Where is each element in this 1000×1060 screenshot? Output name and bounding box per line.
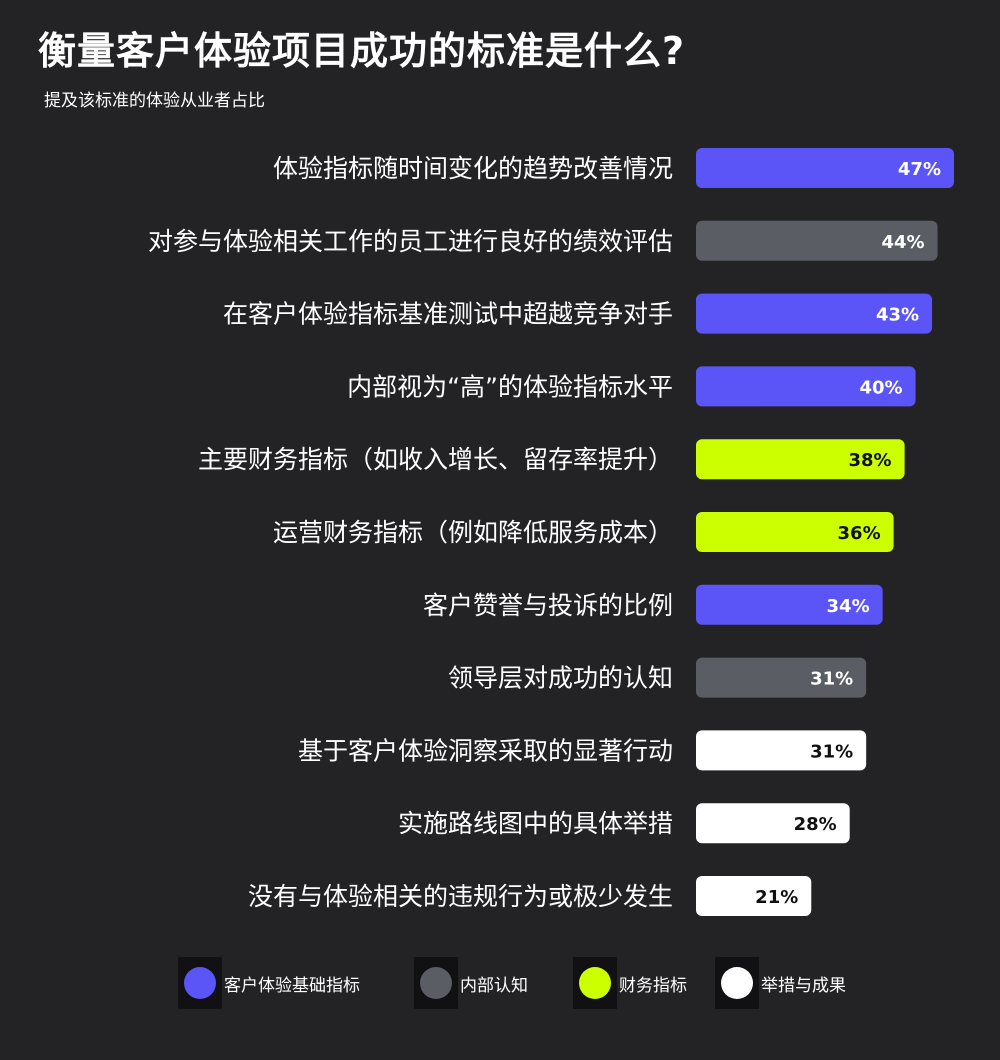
data-label: 36% xyxy=(838,523,881,544)
legend-item-customer-experience-basics: 客户体验基础指标 xyxy=(178,957,360,1009)
data-label: 44% xyxy=(881,232,924,253)
legend-swatch-gray xyxy=(420,967,452,999)
bar xyxy=(696,148,954,188)
bar xyxy=(696,366,916,407)
bar xyxy=(696,220,938,261)
bar xyxy=(696,803,850,844)
category-label: 运营财务指标（例如降低服务成本） xyxy=(273,518,673,547)
chart-title: 衡量客户体验项目成功的标准是什么? xyxy=(38,29,686,73)
legend-swatch-lime xyxy=(579,967,611,999)
chart-subtitle: 提及该标准的体验从业者占比 xyxy=(44,91,265,111)
bar-chart: 体验指标随时间变化的趋势改善情况 47% 对参与体验相关工作的员工进行良好的绩效评估… xyxy=(148,148,954,916)
bar xyxy=(696,512,894,552)
legend-label: 客户体验基础指标 xyxy=(224,975,360,996)
category-label: 在客户体验指标基准测试中超越竞争对手 xyxy=(223,300,673,329)
category-label: 主要财务指标（如收入增长、留存率提升） xyxy=(198,445,673,474)
chart-legend: 客户体验基础指标 内部认知 财务指标 举措与成果 xyxy=(0,957,1000,1009)
category-label: 内部视为“高”的体验指标水平 xyxy=(347,372,673,401)
data-label: 34% xyxy=(827,596,870,617)
legend-label: 内部认知 xyxy=(460,975,528,996)
bar xyxy=(696,876,812,916)
legend-item-financial-metrics: 财务指标 xyxy=(573,957,687,1009)
data-label: 31% xyxy=(810,669,853,690)
legend-label: 财务指标 xyxy=(619,975,687,996)
data-label: 31% xyxy=(810,741,853,762)
category-label: 体验指标随时间变化的趋势改善情况 xyxy=(273,154,673,183)
data-label: 47% xyxy=(898,159,941,180)
category-label: 实施路线图中的具体举措 xyxy=(398,809,673,838)
data-label: 43% xyxy=(876,305,919,326)
legend-item-internal-perception: 内部认知 xyxy=(414,957,528,1009)
category-label: 基于客户体验洞察采取的显著行动 xyxy=(298,736,673,765)
bar xyxy=(696,657,867,698)
category-label: 领导层对成功的认知 xyxy=(448,664,673,693)
bar xyxy=(696,730,867,771)
data-label: 38% xyxy=(849,450,892,471)
bar xyxy=(696,293,933,334)
legend-swatch-purple xyxy=(184,967,216,999)
bar xyxy=(696,439,905,480)
category-label: 客户赞誉与投诉的比例 xyxy=(423,591,673,620)
category-label: 没有与体验相关的违规行为或极少发生 xyxy=(248,882,673,911)
legend-item-actions-and-outcomes: 举措与成果 xyxy=(715,957,846,1009)
legend-swatch-white xyxy=(721,967,753,999)
data-label: 28% xyxy=(794,814,837,835)
data-label: 40% xyxy=(859,377,902,398)
category-label: 对参与体验相关工作的员工进行良好的绩效评估 xyxy=(148,227,673,256)
legend-label: 举措与成果 xyxy=(761,975,846,996)
bar xyxy=(696,584,883,625)
data-label: 21% xyxy=(755,887,798,908)
